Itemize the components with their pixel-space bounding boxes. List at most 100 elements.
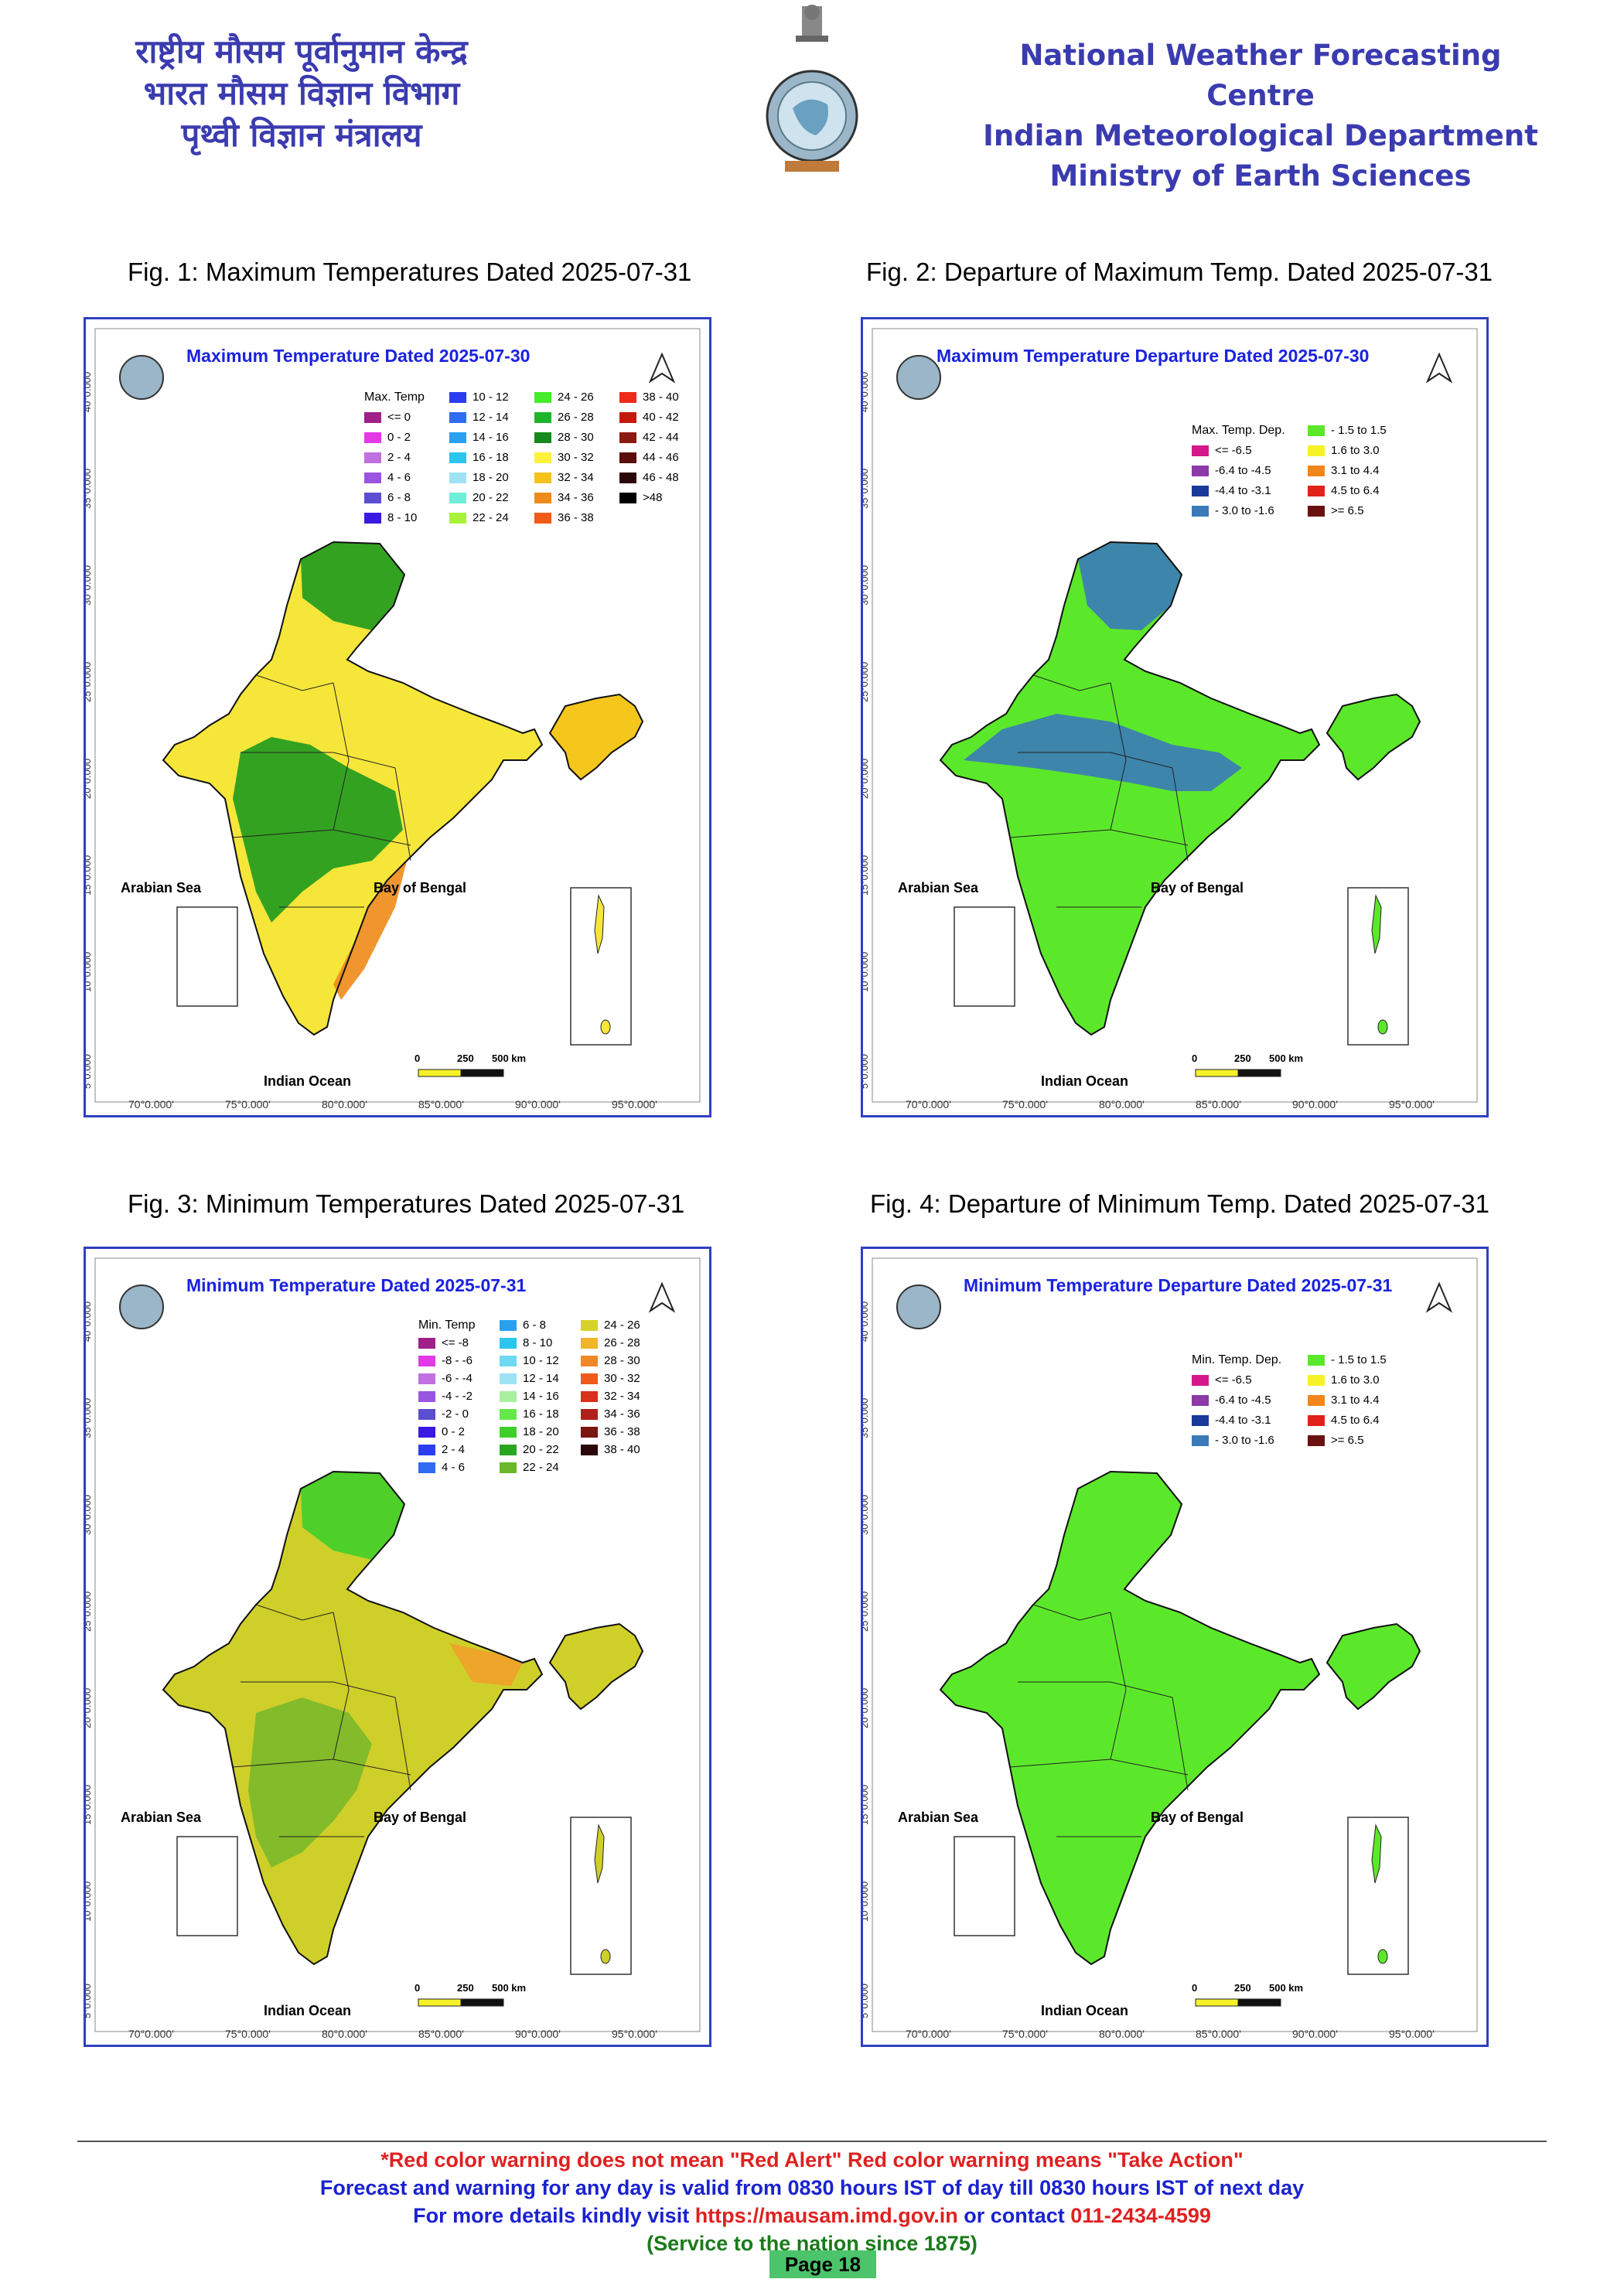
footer-website-link[interactable]: https://mausam.imd.gov.in (694, 2204, 958, 2227)
legend-swatch (581, 1337, 598, 1349)
legend-item: 14 - 16 (449, 431, 509, 444)
legend-label: 6 - 8 (387, 491, 411, 504)
latitude-label: 40°0.000' (84, 370, 93, 412)
legend-label: 18 - 20 (473, 471, 509, 484)
scale-label: 500 km (1269, 1982, 1304, 1994)
legend-swatch (500, 1355, 517, 1366)
legend-label: 36 - 38 (558, 511, 594, 524)
legend-label: - 3.0 to -1.6 (1215, 504, 1274, 517)
legend-label: 4 - 6 (387, 471, 411, 484)
footer-validity-note: Forecast and warning for any day is vali… (319, 2176, 1305, 2199)
longitude-label: 80°0.000' (322, 2028, 367, 2040)
longitude-label: 70°0.000' (906, 2028, 951, 2040)
north-arrow-icon (1425, 352, 1453, 384)
legend-label: <= -8 (442, 1336, 469, 1349)
bay-of-bengal-label: Bay of Bengal (1151, 1810, 1244, 1825)
latitude-label: 40°0.000' (861, 370, 870, 412)
legend-item: 44 - 46 (619, 451, 679, 464)
legend-item: 16 - 18 (500, 1407, 559, 1421)
footer-warning-note: *Red color warning does not mean "Red Al… (380, 2148, 1244, 2171)
legend-label: 20 - 22 (473, 491, 509, 504)
lakshadweep-inset (954, 1836, 1015, 1936)
hindi-line-1: राष्ट्रीय मौसम पूर्वानुमान केन्द्र (135, 32, 468, 70)
bay-of-bengal-label: Bay of Bengal (1151, 880, 1244, 896)
legend-label: 34 - 36 (558, 491, 594, 504)
legend-label: 1.6 to 3.0 (1331, 444, 1380, 457)
legend-swatch (449, 512, 466, 524)
arabian-sea-label: Arabian Sea (121, 1810, 202, 1825)
legend-swatch (1308, 465, 1325, 476)
longitude-label: 90°0.000' (515, 2028, 561, 2040)
indian-ocean-label: Indian Ocean (1041, 1073, 1129, 1089)
legend-swatch (1308, 1435, 1325, 1446)
legend-item: <= -6.5 (1192, 444, 1252, 457)
legend-item: 18 - 20 (500, 1425, 559, 1438)
legend-item: -6.4 to -4.5 (1192, 1394, 1271, 1407)
legend-item: 34 - 36 (581, 1407, 640, 1421)
longitude-label: 95°0.000' (612, 2028, 657, 2040)
fig2-map-title: Maximum Temperature Departure Dated 2025… (937, 346, 1370, 366)
longitude-label: 70°0.000' (906, 1098, 951, 1110)
legend-swatch (581, 1408, 598, 1420)
legend-label: 2 - 4 (387, 451, 411, 464)
legend-label: 36 - 38 (604, 1425, 640, 1438)
legend-label: 30 - 32 (558, 451, 594, 464)
legend-item: 6 - 8 (364, 491, 411, 504)
legend-label: >= 6.5 (1331, 504, 1364, 517)
legend-item: 0 - 2 (418, 1425, 465, 1438)
legend-swatch (500, 1444, 517, 1455)
legend-item: -4.4 to -3.1 (1192, 484, 1271, 497)
legend-label: 28 - 30 (604, 1354, 640, 1367)
legend-label: 42 - 44 (643, 431, 679, 444)
legend-label: -4.4 to -3.1 (1215, 1414, 1271, 1427)
legend-item: -2 - 0 (418, 1407, 469, 1421)
legend-label: 26 - 28 (558, 411, 594, 424)
legend-item: -8 - -6 (418, 1354, 473, 1367)
legend-item: 3.1 to 4.4 (1308, 1394, 1380, 1407)
legend-swatch (581, 1444, 598, 1455)
longitude-label: 95°0.000' (1389, 1098, 1435, 1110)
legend-label: 10 - 12 (523, 1354, 559, 1367)
arabian-sea-label: Arabian Sea (898, 880, 979, 896)
legend-swatch (449, 411, 466, 423)
legend-swatch (500, 1337, 517, 1349)
legend-item: 1.6 to 3.0 (1308, 444, 1380, 457)
legend-swatch (449, 472, 466, 483)
legend-swatch (449, 391, 466, 403)
legend-swatch (534, 512, 551, 524)
legend-swatch (534, 391, 551, 403)
legend-item: 12 - 14 (449, 411, 509, 424)
legend-swatch (581, 1426, 598, 1438)
legend-item: - 3.0 to -1.6 (1192, 504, 1274, 517)
legend-label: -4 - -2 (442, 1390, 473, 1403)
scale-label: 250 (1234, 1982, 1251, 1994)
legend-item: 20 - 22 (500, 1443, 559, 1456)
legend-swatch (500, 1373, 517, 1384)
fig2-map-panel: Maximum Temperature Departure Dated 2025… (861, 317, 1489, 1117)
longitude-label: 75°0.000' (225, 2028, 271, 2040)
legend-item: 4.5 to 6.4 (1308, 484, 1380, 497)
legend-item: 4.5 to 6.4 (1308, 1414, 1380, 1427)
legend-item: 42 - 44 (619, 431, 679, 444)
legend-item: 2 - 4 (418, 1443, 465, 1456)
latitude-label: 20°0.000' (861, 1686, 870, 1728)
fig3-map-svg (94, 1257, 701, 2032)
legend-swatch (418, 1444, 435, 1455)
hindi-header: राष्ट्रीय मौसम पूर्वानुमान केन्द्र भारत … (101, 31, 503, 156)
legend-swatch (1192, 1374, 1209, 1386)
legend-swatch (364, 411, 381, 423)
scale-label: 250 (457, 1052, 474, 1064)
legend-label: 26 - 28 (604, 1336, 640, 1349)
latitude-label: 5°0.000' (861, 1052, 870, 1089)
indian-ocean-label: Indian Ocean (264, 2003, 352, 2018)
latitude-label: 30°0.000' (861, 563, 870, 606)
legend-swatch (581, 1355, 598, 1366)
fig4-map-panel: Minimum Temperature Departure Dated 2025… (861, 1247, 1489, 2047)
legend-swatch (500, 1408, 517, 1420)
legend-item: 12 - 14 (500, 1372, 559, 1385)
legend-item: 28 - 30 (534, 431, 594, 444)
legend-swatch (1192, 1394, 1209, 1406)
legend-swatch (418, 1337, 435, 1349)
longitude-label: 75°0.000' (1002, 2028, 1048, 2040)
longitude-label: 95°0.000' (612, 1098, 657, 1110)
